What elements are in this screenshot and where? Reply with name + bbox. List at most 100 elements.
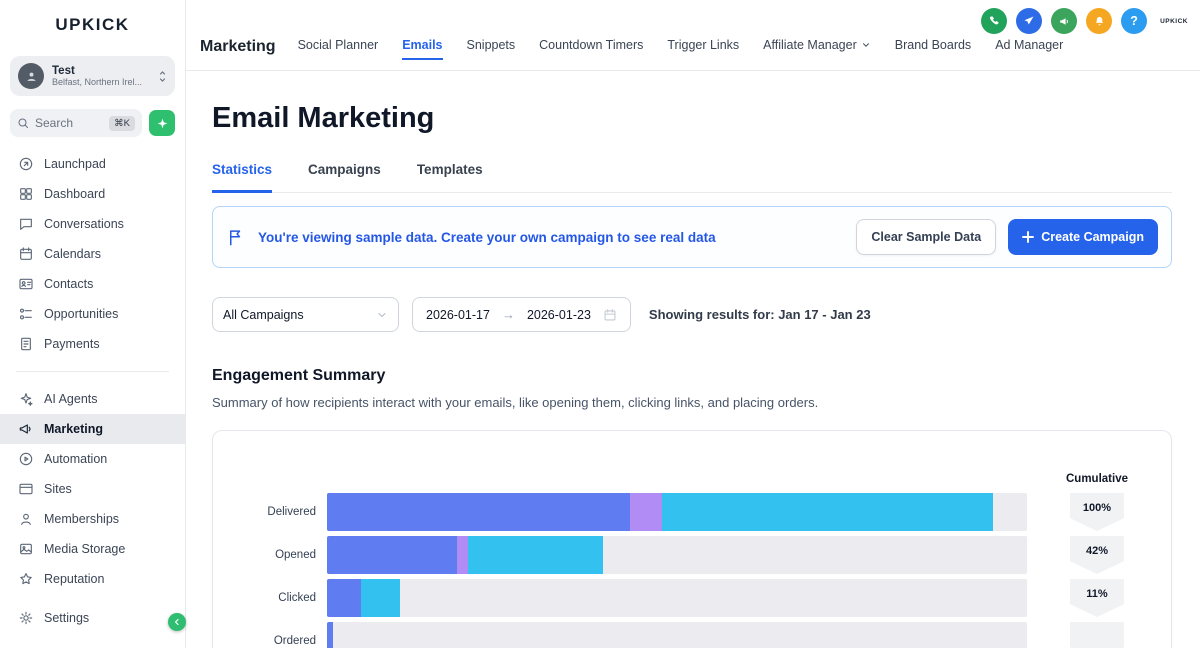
search-input[interactable]: Search ⌘K: [10, 109, 142, 137]
sidebar-item-automation[interactable]: Automation: [0, 444, 185, 474]
banner-actions: Clear Sample Data Create Campaign: [856, 219, 1158, 255]
account-location: Belfast, Northern Irel...: [52, 77, 143, 87]
calendar-icon: [20, 247, 32, 260]
phone-icon: [989, 15, 999, 24]
account-switcher[interactable]: Test Belfast, Northern Irel...: [10, 56, 175, 96]
sidebar-item-label: Automation: [44, 452, 108, 466]
chevron-left-icon: [174, 618, 179, 626]
question-icon: ?: [1130, 14, 1138, 28]
date-range-picker[interactable]: 2026-01-17 → 2026-01-23: [412, 297, 631, 332]
results-range-text: Showing results for: Jan 17 - Jan 23: [648, 307, 871, 322]
sidebar-collapse-button[interactable]: [168, 613, 186, 631]
sidebar-item-launchpad[interactable]: Launchpad: [0, 149, 185, 179]
sidebar-item-marketing[interactable]: Marketing: [0, 414, 185, 444]
rocket-button[interactable]: [1016, 8, 1043, 34]
date-end-input[interactable]: 2026-01-23: [526, 307, 591, 322]
search-placeholder: Search: [35, 116, 74, 130]
sidebar-item-payments[interactable]: Payments: [0, 329, 185, 359]
chart-track: [327, 622, 1027, 648]
chart-segment-cyan: [661, 493, 993, 531]
sidebar-item-label: AI Agents: [44, 392, 98, 406]
tab-ad-manager[interactable]: Ad Manager: [995, 38, 1064, 52]
account-chevrons-icon: [158, 70, 167, 83]
search-shortcut-badge: ⌘K: [109, 115, 135, 131]
filters-row: All Campaigns 2026-01-17 → 2026-01-23 Sh…: [212, 297, 1172, 332]
sidebar-item-settings[interactable]: Settings: [0, 603, 185, 633]
sidebar-item-conversations[interactable]: Conversations: [0, 209, 185, 239]
media-storage-icon: [20, 543, 32, 555]
chart-row: Delivered: [239, 493, 1027, 531]
tab-statistics[interactable]: Statistics: [212, 162, 273, 193]
chart-track: [327, 579, 1027, 617]
campaign-filter-select[interactable]: All Campaigns: [212, 297, 399, 332]
sidebar-item-label: Conversations: [44, 217, 124, 231]
chart-category-label: Clicked: [278, 592, 316, 604]
chat-bubble-icon: [20, 218, 32, 230]
topbar-mini-logo: UPKICK: [1160, 17, 1188, 25]
sidebar-item-opportunities[interactable]: Opportunities: [0, 299, 185, 329]
chart-category-label: Ordered: [273, 635, 316, 647]
sidebar-item-label: Launchpad: [44, 157, 106, 171]
chevron-down-icon: [378, 312, 386, 317]
sidebar-item-label: Reputation: [44, 572, 105, 586]
sidebar-item-label: Settings: [44, 611, 90, 625]
flag-icon: [229, 229, 241, 245]
sidebar-item-contacts[interactable]: Contacts: [0, 269, 185, 299]
cumulative-badge: [1070, 622, 1124, 648]
topbar-quick-actions: ? UPKICK: [981, 8, 1188, 34]
sidebar-item-label: Memberships: [44, 512, 120, 526]
ai-assistant-button[interactable]: [149, 110, 175, 136]
sidebar-item-ai-agents[interactable]: AI Agents: [0, 384, 185, 414]
megaphone-icon: [1059, 17, 1068, 25]
sidebar-item-label: Payments: [44, 337, 100, 351]
tab-affiliate-manager[interactable]: Affiliate Manager: [763, 38, 871, 60]
launchpad-icon: [19, 157, 33, 171]
tab-brand-boards[interactable]: Brand Boards: [894, 38, 972, 52]
chart-segment-blue: [327, 536, 457, 574]
phone-button[interactable]: [981, 8, 1008, 34]
chart-segment-purple: [630, 493, 662, 531]
sidebar-item-reputation[interactable]: Reputation: [0, 564, 185, 594]
tab-countdown-timers[interactable]: Countdown Timers: [539, 38, 644, 52]
person-icon: [26, 72, 36, 81]
date-start-input[interactable]: 2026-01-17: [426, 307, 490, 322]
sidebar-item-sites[interactable]: Sites: [0, 474, 185, 504]
sidebar-item-memberships[interactable]: Memberships: [0, 504, 185, 534]
sidebar-item-calendars[interactable]: Calendars: [0, 239, 185, 269]
megaphone-icon: [19, 424, 31, 434]
chart-segment-blue: [327, 622, 333, 648]
chart-track: [327, 493, 1027, 531]
clear-sample-data-button[interactable]: Clear Sample Data: [856, 219, 997, 255]
search-icon: [18, 118, 28, 128]
banner-message: You're viewing sample data. Create your …: [258, 229, 716, 245]
chart-category-label: Opened: [275, 549, 316, 561]
tab-campaigns[interactable]: Campaigns: [308, 162, 381, 177]
tab-social-planner[interactable]: Social Planner: [297, 38, 379, 52]
chart-segment-blue: [327, 493, 631, 531]
main-content: Email Marketing Statistics Campaigns Tem…: [186, 71, 1200, 648]
campaign-filter-value: All Campaigns: [223, 307, 304, 322]
cumulative-header: Cumulative: [1066, 473, 1128, 485]
sidebar-item-label: Contacts: [44, 277, 94, 291]
contacts-icon: [19, 278, 33, 290]
account-name: Test: [52, 65, 75, 77]
tab-snippets[interactable]: Snippets: [466, 38, 516, 52]
engagement-summary-title: Engagement Summary: [212, 367, 386, 384]
sidebar-item-dashboard[interactable]: Dashboard: [0, 179, 185, 209]
tab-emails[interactable]: Emails: [402, 38, 443, 60]
sidebar-item-media-storage[interactable]: Media Storage: [0, 534, 185, 564]
sidebar-item-label: Dashboard: [44, 187, 106, 201]
account-info: Test Belfast, Northern Irel...: [52, 65, 150, 87]
chart-segment-purple: [456, 536, 469, 574]
topbar-tabs: Social Planner Emails Snippets Countdown…: [297, 38, 1064, 70]
plus-icon: [1022, 231, 1035, 243]
search-row: Search ⌘K: [10, 109, 175, 137]
tab-trigger-links[interactable]: Trigger Links: [667, 38, 740, 52]
tab-templates[interactable]: Templates: [416, 162, 483, 177]
notifications-button[interactable]: [1086, 8, 1113, 34]
create-campaign-label: Create Campaign: [1041, 230, 1144, 244]
announcements-button[interactable]: [1051, 8, 1078, 34]
create-campaign-button[interactable]: Create Campaign: [1008, 219, 1158, 255]
rocket-icon: [1024, 16, 1034, 25]
help-button[interactable]: ?: [1121, 8, 1148, 34]
